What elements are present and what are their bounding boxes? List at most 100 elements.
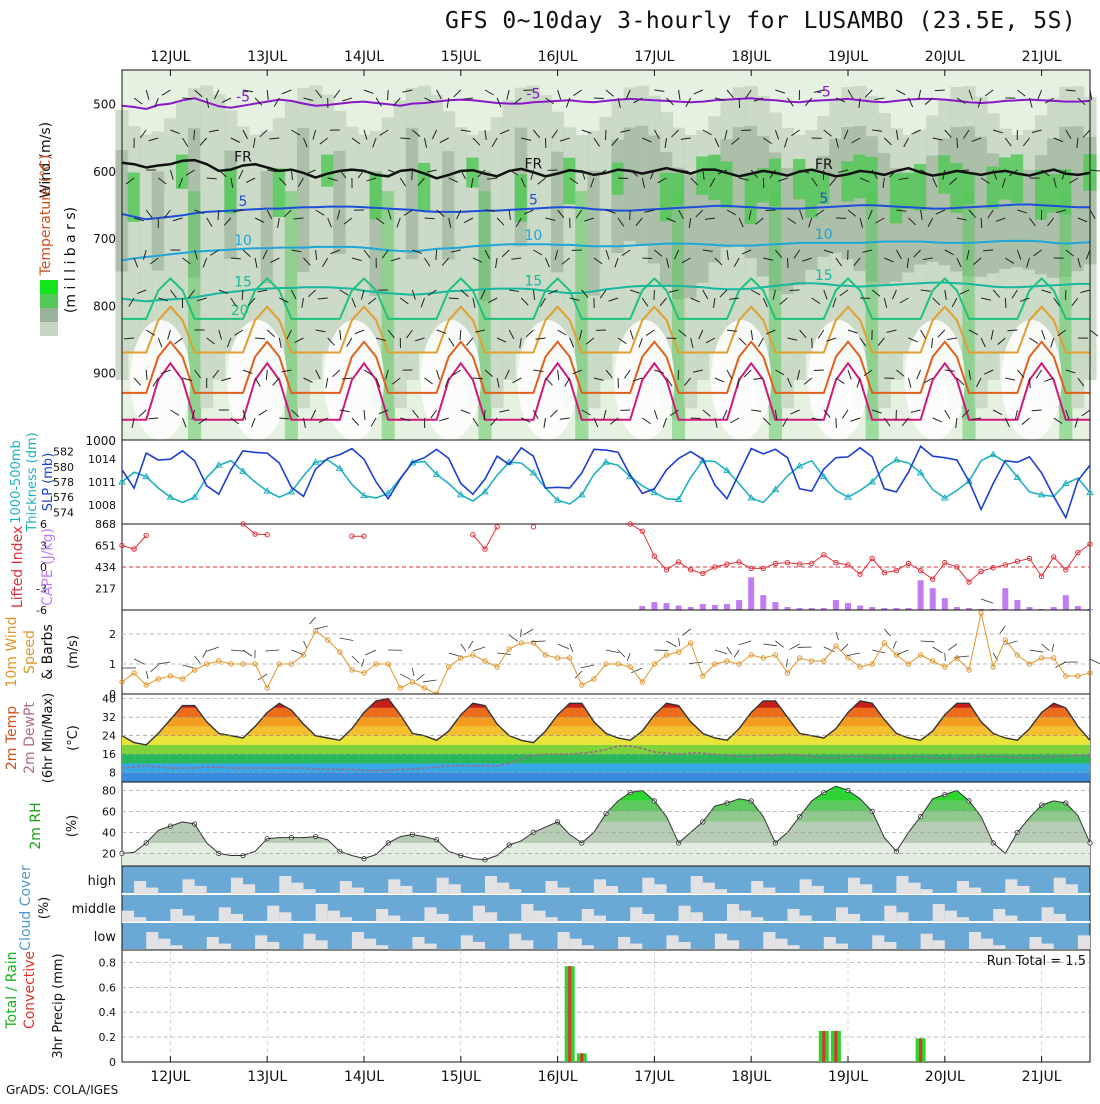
contour-label: 10 (524, 228, 542, 244)
cloud-bar-middle (521, 904, 533, 922)
wind-barb (1032, 410, 1042, 411)
rh-band-dark (587, 171, 600, 296)
contour-label: 10 (234, 233, 252, 249)
cloud-bar-low (582, 945, 594, 950)
pressure-tick: 900 (93, 367, 116, 381)
rh-band-mid (599, 117, 612, 380)
temp-tick: 8 (109, 767, 116, 780)
rh-tick: 40 (102, 826, 116, 839)
cape-bar (639, 606, 645, 610)
cloud-bar-low (412, 937, 424, 950)
cloud-bar-middle (957, 917, 969, 922)
cloud-bar-high (352, 888, 364, 894)
wind-barb (983, 250, 993, 251)
contour-label: -5 (817, 84, 831, 100)
cloud-bar-middle (170, 909, 182, 922)
rh2m-units: (%) (65, 815, 80, 838)
cloud-bar-high (279, 876, 291, 894)
pressure-tick: 800 (93, 299, 116, 313)
cloud-bar-high (848, 878, 860, 894)
precip-bar-convective (580, 1053, 583, 1062)
cloud-bar-middle (848, 914, 860, 922)
wind-panel-frame (122, 610, 1090, 694)
cloud-bar-high (1017, 886, 1029, 894)
cloud-bar-middle (630, 907, 642, 922)
wind-barb (981, 218, 982, 228)
cloud-bar-high (921, 889, 933, 894)
contour-label: -5 (526, 86, 540, 102)
cloud-bar-high (291, 883, 303, 894)
contour-label: 5 (529, 193, 538, 209)
cloud-bar-high (909, 883, 921, 894)
date-label-top: 13JUL (247, 49, 287, 65)
cloud-bar-high (1005, 879, 1017, 894)
rh-band-green (708, 155, 721, 200)
cloud-bar-middle (376, 909, 388, 922)
cloud-bar-high (594, 879, 606, 894)
cloud-bar-low (170, 945, 182, 950)
rh-band-mid (491, 117, 504, 408)
wind-barb (630, 210, 631, 220)
cloud-bar-low (981, 939, 993, 950)
cape-tick: 868 (95, 518, 116, 531)
rh-band-dark (733, 127, 746, 246)
run-total-label: Run Total = 1.5 (987, 954, 1086, 969)
cloud-bar-high (642, 878, 654, 894)
cloud-bar-low (824, 937, 836, 950)
cloud-bar-high (231, 878, 243, 894)
thickness-axis-label: 1000-500mb (9, 440, 24, 524)
precip-tick: 0 (109, 1056, 116, 1069)
rh-band-dark (442, 151, 455, 259)
wind-axis-label-1: 10m Wind (4, 616, 20, 687)
rh-band-dark (781, 168, 794, 294)
cloud-bar-high (437, 878, 449, 894)
wind-barb (763, 178, 764, 188)
rh-band-mid (321, 95, 334, 352)
wind-barb (425, 218, 435, 219)
cloud-bar-high (243, 884, 255, 894)
pressure-tick: 600 (93, 165, 116, 179)
precip-bar-convective (822, 1031, 825, 1062)
wind-barb (460, 330, 461, 340)
wind-barb (765, 210, 775, 211)
rh-band-dark (1023, 170, 1036, 270)
cloud-bar-middle (316, 904, 328, 922)
rh-band-dark (636, 126, 649, 246)
wind-barb (935, 90, 945, 91)
date-label-bottom: 15JUL (441, 1069, 481, 1085)
cloud-bar-low (509, 934, 521, 950)
cloud-bar-low (352, 932, 364, 950)
cloud-bar-middle (340, 917, 352, 922)
cape-bar (1002, 588, 1008, 610)
cloud-bar-low (521, 940, 533, 950)
rh-band-dark (297, 128, 310, 272)
temp-band (122, 736, 1090, 745)
cloud-bar-middle (219, 907, 231, 922)
rh-legend-swatch (40, 294, 58, 308)
cloud-bar-middle (183, 916, 195, 922)
cape-bar (736, 600, 742, 610)
rh-band-green (805, 169, 818, 218)
rh-band-dark (1071, 126, 1084, 271)
cloud-bar-low (255, 935, 267, 950)
rh-band-dark (406, 128, 419, 259)
cloud-bar-middle (437, 914, 449, 922)
cloud-bar-low (933, 940, 945, 950)
rh-band-green (841, 161, 854, 201)
cloud-bar-middle (679, 906, 691, 922)
thickness-tick: 582 (53, 446, 74, 459)
temp-tick: 24 (102, 730, 116, 743)
wind-barb (691, 418, 701, 419)
date-label-top: 19JUL (828, 49, 868, 65)
cloud-bar-low (969, 932, 981, 950)
cloud-axis-label: Cloud Cover (18, 865, 34, 951)
cape-axis-label: CAPE (J/kg) (40, 528, 56, 606)
cloud-bar-high (751, 881, 763, 894)
cloud-bar-low (146, 932, 158, 950)
temp-tick: 40 (102, 693, 116, 706)
cloud-bar-high (195, 886, 207, 894)
cloud-bar-middle (231, 914, 243, 922)
precip-bar-convective (834, 1031, 837, 1062)
date-label-top: 12JUL (150, 49, 190, 65)
